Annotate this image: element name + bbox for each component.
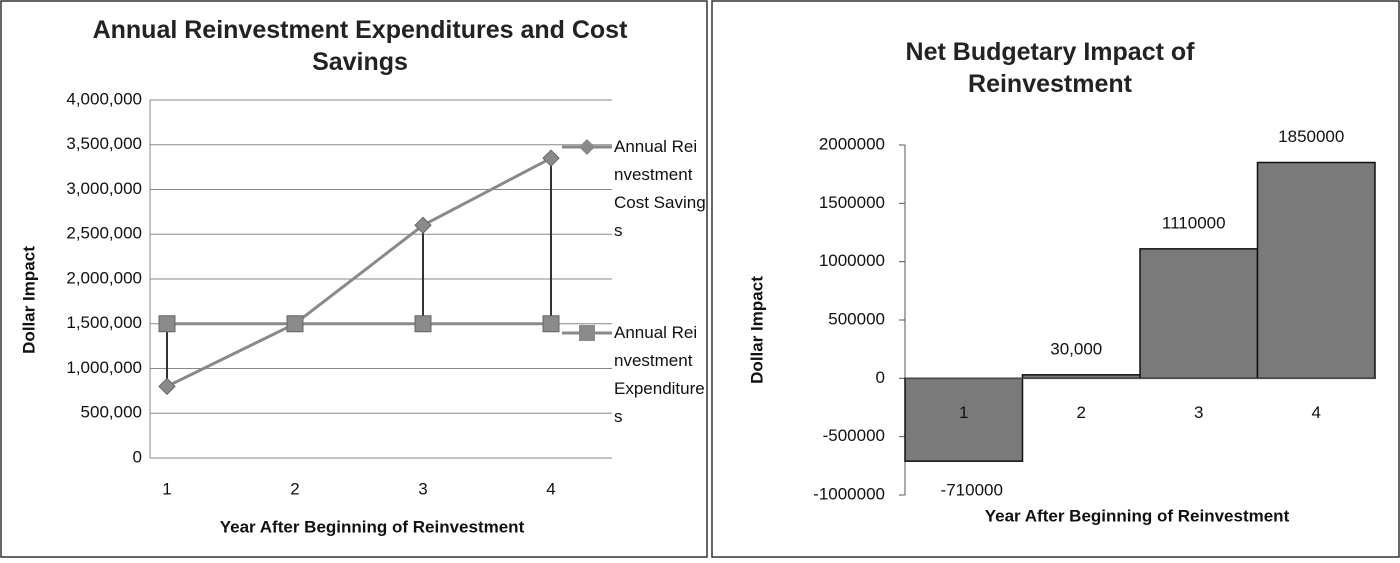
marker: [414, 315, 432, 333]
legend-marker-shape: [579, 325, 595, 341]
x-tick-label: 1: [959, 403, 968, 422]
y-tick-label: 0: [133, 447, 142, 466]
data-label: -710000: [941, 481, 1003, 500]
x-tick-label: 3: [1194, 403, 1203, 422]
marker: [158, 377, 176, 396]
legend-marker: [579, 325, 595, 341]
chart-title: Net Budgetary Impact of Reinvestment: [905, 38, 1195, 98]
y-tick-label: 4,000,000: [66, 89, 142, 108]
x-tick-label: 3: [418, 479, 427, 498]
y-tick-label: -1000000: [813, 484, 885, 503]
y-tick-label: 2000000: [819, 134, 885, 153]
chart-title-box: Net Budgetary Impact of Reinvestment: [905, 38, 1195, 98]
data-label: 1110000: [1162, 213, 1226, 232]
x-tick-label: 4: [1312, 403, 1321, 422]
x-tick-label: 2: [290, 479, 299, 498]
bar: [1021, 374, 1141, 380]
bar: [904, 377, 1024, 462]
y-tick-label: 500000: [828, 309, 885, 328]
panel-border: [711, 0, 1400, 558]
marker: [158, 315, 176, 333]
panel-border: [0, 0, 708, 558]
marker: [414, 216, 432, 235]
y-axis-title: Dollar Impact: [19, 246, 38, 354]
legend-marker-shape: [579, 139, 595, 155]
marker: [286, 315, 304, 333]
y-tick-label: 3,500,000: [66, 134, 142, 153]
legend-marker: [579, 139, 595, 155]
y-tick-label: 2,000,000: [66, 268, 142, 287]
y-tick-label: 3,000,000: [66, 179, 142, 198]
series-line: [166, 156, 552, 388]
data-label: 30,000: [1050, 339, 1102, 358]
chart-title-box: Annual Reinvestment Expenditures and Cos…: [92, 16, 628, 76]
y-tick-label: 2,500,000: [66, 224, 142, 243]
y-tick-label: 1000000: [819, 251, 885, 270]
chart-title: Annual Reinvestment Expenditures and Cos…: [92, 16, 628, 76]
x-axis-title: Year After Beginning of Reinvestment: [220, 517, 525, 536]
y-tick-label: 1,000,000: [66, 358, 142, 377]
x-tick-label: 4: [546, 479, 555, 498]
data-label: 1850000: [1278, 127, 1344, 146]
legend-entry: Annual Reinvestment Cost Savings: [614, 137, 706, 240]
marker: [542, 315, 560, 333]
y-tick-label: 1,500,000: [66, 313, 142, 332]
x-tick-label: 2: [1077, 403, 1086, 422]
marker: [542, 149, 560, 167]
y-tick-label: -500000: [823, 426, 885, 445]
y-tick-label: 500,000: [81, 403, 142, 422]
y-axis-title: Dollar Impact: [747, 276, 766, 384]
x-axis-title: Year After Beginning of Reinvestment: [985, 506, 1290, 525]
bar: [1256, 161, 1376, 380]
x-tick-label: 1: [162, 479, 171, 498]
bar: [1139, 248, 1259, 380]
y-tick-label: 1500000: [819, 193, 885, 212]
legend-entry-box: Annual Reinvestment Expenditures: [614, 323, 705, 426]
legend-entry: Annual Reinvestment Expenditures: [614, 323, 705, 426]
legend-entry-box: Annual Reinvestment Cost Savings: [614, 137, 706, 240]
y-tick-label: 0: [876, 368, 885, 387]
